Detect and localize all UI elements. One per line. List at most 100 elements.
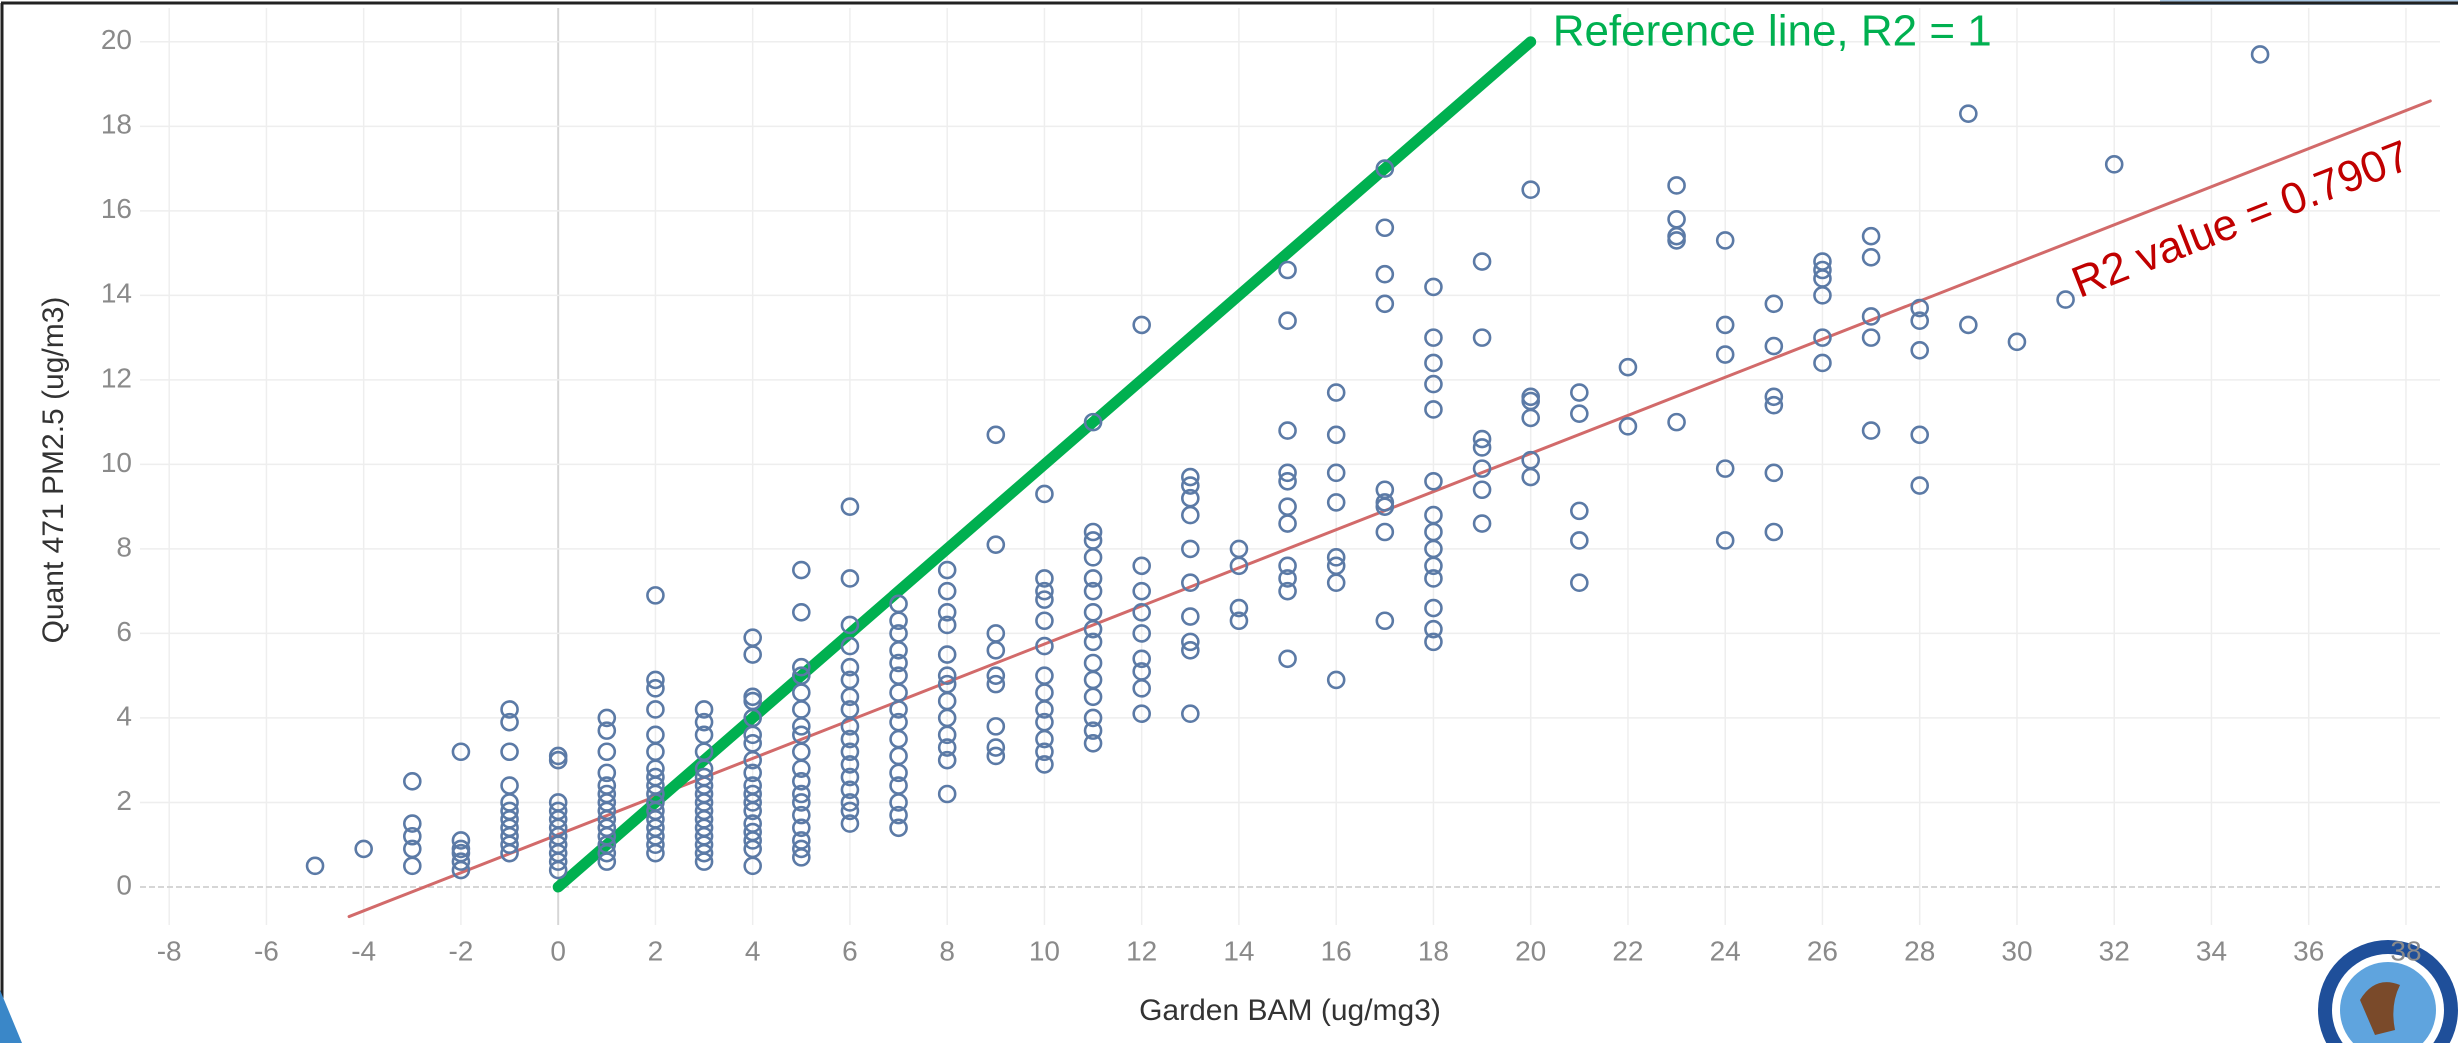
point [1326,670,1346,690]
point [1035,569,1054,588]
point [597,708,617,728]
point [792,818,811,838]
point [1813,328,1832,347]
point [840,497,860,516]
point [1618,417,1638,436]
point [889,641,908,660]
x-tick-label: 20 [1515,935,1546,966]
point [403,814,422,833]
point [2007,332,2027,352]
point [1083,733,1103,753]
point [1083,687,1103,707]
point [1181,573,1200,593]
point [1424,632,1443,652]
point [792,657,811,677]
point [1278,581,1297,601]
point [1764,395,1784,415]
point [1326,493,1346,512]
point [1083,632,1103,652]
point [1521,408,1540,428]
y-tick-label: 14 [101,278,132,309]
y-tick-label: 2 [116,785,132,816]
point [937,602,957,622]
logo [2318,940,2458,1043]
x-tick-label: 30 [2001,935,2032,966]
point [743,725,762,745]
point [1959,104,1978,123]
point [403,856,422,876]
point [1764,294,1784,314]
point [1083,569,1103,588]
point [1181,467,1200,487]
point [1472,514,1492,533]
point [1570,383,1589,402]
point [1278,471,1297,491]
x-tick-label: 0 [550,935,566,966]
point [1181,641,1200,660]
x-tick-label: 32 [2099,935,2130,966]
x-tick-label: 6 [842,935,858,966]
point [597,721,617,740]
point [500,742,519,762]
point [986,666,1006,685]
point [1715,459,1735,478]
point [1472,429,1492,449]
x-tick-label: -8 [157,935,182,966]
point [646,700,665,719]
point [1424,619,1443,639]
point [986,641,1006,660]
point [840,814,860,833]
point [1813,286,1832,305]
point [694,712,714,732]
point [840,767,860,787]
point [1035,484,1054,504]
point [1424,353,1443,373]
point [1326,383,1346,402]
point [646,586,665,605]
point [1229,598,1249,618]
point [1181,632,1200,652]
point [1472,328,1492,347]
x-tick-label: 34 [2196,935,2227,966]
x-tick-label: -4 [351,935,376,966]
point [2250,45,2270,64]
point [1667,231,1686,250]
point [548,750,568,770]
point [743,801,762,821]
point [1278,569,1297,588]
point [889,818,908,838]
point [743,645,762,664]
point [1132,624,1151,643]
point [597,742,617,762]
point [1424,569,1443,588]
point [1326,573,1346,593]
y-tick-label: 10 [101,447,132,478]
point [889,653,908,673]
point [1278,514,1297,533]
y-tick-label: 4 [116,700,132,731]
y-axis-title: Quant 471 PM2.5 (ug/m3) [37,297,70,644]
x-tick-label: 10 [1029,935,1060,966]
point [889,763,908,783]
point [1229,556,1249,576]
point [646,670,665,690]
point [1424,374,1443,394]
point [1861,248,1881,267]
point [889,793,908,812]
point [1715,315,1735,335]
point [937,725,957,745]
point [1132,602,1151,622]
y-tick-label: 6 [116,616,132,647]
x-tick-label: 18 [1418,935,1449,966]
point [986,674,1006,694]
point [1715,231,1735,250]
point [840,717,860,736]
x-tick-label: 2 [648,935,664,966]
point [840,657,860,677]
point [1278,463,1297,483]
reference-line [552,36,1537,893]
point [1326,425,1346,445]
point [694,852,714,871]
point [1764,463,1784,483]
